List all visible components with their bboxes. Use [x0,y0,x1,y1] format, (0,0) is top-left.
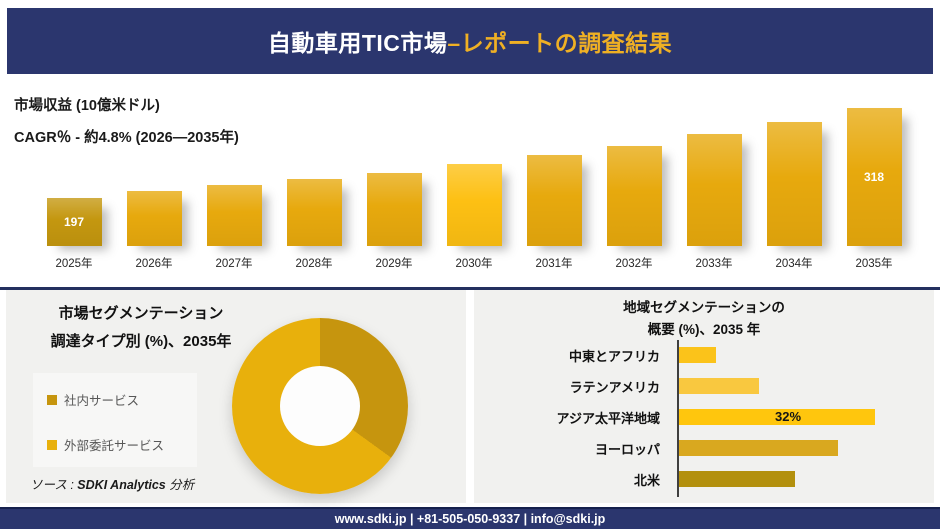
revenue-bar-slot: 2034年 [754,76,834,270]
revenue-bar-slot: 2033年 [674,76,754,270]
legend-label: 外部委託サービス [64,439,165,453]
source-prefix: ソース : [30,478,78,492]
region-bar-1 [679,347,716,363]
donut-hole [280,366,360,446]
revenue-year-label: 2031年 [535,258,573,270]
revenue-bar-2034年 [766,122,822,246]
source-brand: SDKI Analytics [77,478,166,492]
page-title-accent: –レポートの調査結果 [447,30,673,56]
revenue-year-label: 2026年 [135,258,173,270]
region-bar-3: 32% [679,409,875,425]
revenue-bar-slot: 2026年 [114,76,194,270]
region-bar-4 [679,440,838,456]
revenue-bar-slot: 2027年 [194,76,274,270]
revenue-bars: 197 2025年 2026年 2027年 2028年 2029年 2030年 2031年 20… [34,76,914,270]
revenue-bar-slot: 197 2025年 [34,76,114,270]
revenue-bar-slot: 2030年 [434,76,514,270]
region-label: ラテンアメリカ [569,379,660,395]
revenue-bar-slot: 2029年 [354,76,434,270]
segmentation-panel: 市場セグメンテーション 調達タイプ別 (%)、2035年 社内サービス外部委託サ… [6,290,466,503]
legend-item: 外部委託サービス [47,435,164,454]
revenue-bar-slot: 2031年 [514,76,594,270]
legend-swatch-icon [47,394,57,405]
legend-label: 社内サービス [64,394,140,408]
region-axis-line [677,340,679,497]
region-title-line2: 概要 (%)、2035 年 [647,322,761,337]
region-label: アジア太平洋地域 [556,410,660,426]
region-bar-2 [679,378,759,394]
region-row: アジア太平洋地域 32% [474,409,934,426]
region-label: ヨーロッパ [594,441,660,457]
revenue-year-label: 2027年 [215,258,253,270]
revenue-bar-slot: 2032年 [594,76,674,270]
footer-bar: www.sdki.jp | +81-505-050-9337 | info@sd… [0,507,940,529]
revenue-bar-2035年: 318 [846,108,902,246]
section-divider [0,287,940,290]
revenue-year-label: 2030年 [455,258,493,270]
revenue-bar-slot: 2028年 [274,76,354,270]
footer-contact: www.sdki.jp | +81-505-050-9337 | info@sd… [334,512,606,526]
source-suffix: 分析 [165,478,195,492]
region-bar-value: 32% [775,409,802,424]
revenue-year-label: 2035年 [855,258,893,270]
page-title: 自動車用TIC市場 [267,30,448,56]
region-panel: 地域セグメンテーションの 概要 (%)、2035 年 中東とアフリカ ラテンアメリ… [474,290,934,503]
revenue-chart-cagr: CAGR％ - 約4.8% (2026―2035年) [14,130,239,146]
region-label: 中東とアフリカ [568,348,660,364]
segmentation-title-line2: 調達タイプ別 (%)、2035年 [50,333,232,350]
revenue-bar-2026年 [126,191,182,246]
revenue-bar-2027年 [206,185,262,246]
revenue-bar-2029年 [366,173,422,246]
revenue-year-label: 2028年 [295,258,333,270]
source-note: ソース : SDKI Analytics 分析 [30,474,194,493]
revenue-chart-title: 市場収益 (10億米ドル) [14,98,160,114]
revenue-year-label: 2033年 [695,258,733,270]
segmentation-title-line1: 市場セグメンテーション [58,305,224,322]
revenue-year-label: 2029年 [375,258,413,270]
revenue-bar-2031年 [526,155,582,246]
region-row: 北米 [474,471,934,488]
region-title: 地域セグメンテーションの 概要 (%)、2035 年 [474,297,934,341]
header-banner: 自動車用TIC市場 –レポートの調査結果 [7,8,933,74]
revenue-bar-2032年 [606,146,662,246]
region-bars: 中東とアフリカ ラテンアメリカアジア太平洋地域 32% ヨーロッパ北米 [474,347,934,488]
revenue-bar-slot: 318 2035年 [834,76,914,270]
revenue-chart-section: 市場収益 (10億米ドル) CAGR％ - 約4.8% (2026―2035年)… [0,76,940,287]
donut-legend: 社内サービス外部委託サービス [33,373,197,467]
revenue-bar-2025年: 197 [46,198,102,246]
revenue-year-label: 2032年 [615,258,653,270]
revenue-bar-2028年 [286,179,342,246]
legend-item: 社内サービス [47,390,139,409]
revenue-bar-value: 318 [863,170,885,184]
revenue-bar-value: 197 [63,215,85,229]
region-label: 北米 [633,472,660,488]
region-row: 中東とアフリカ [474,347,934,364]
segmentation-title: 市場セグメンテーション 調達タイプ別 (%)、2035年 [6,300,276,356]
legend-swatch-icon [47,439,57,450]
region-title-line1: 地域セグメンテーションの [623,300,785,315]
revenue-year-label: 2025年 [55,258,93,270]
revenue-year-label: 2034年 [775,258,813,270]
region-bar-5 [679,471,795,487]
revenue-bar-2030年 [446,164,502,246]
region-row: ラテンアメリカ [474,378,934,395]
region-row: ヨーロッパ [474,440,934,457]
revenue-bar-2033年 [686,134,742,246]
